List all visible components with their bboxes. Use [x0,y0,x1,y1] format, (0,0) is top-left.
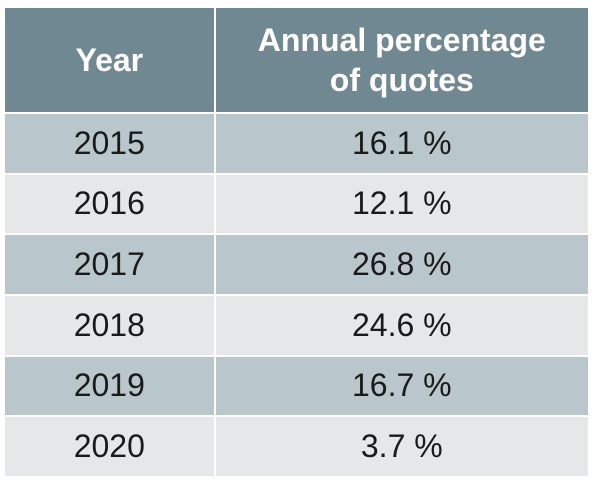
table-row: 2020 3.7 % [3,415,591,478]
table-row: 2016 12.1 % [3,172,591,236]
cell-year: 2017 [3,233,216,296]
cell-percentage: 24.6 % [213,293,591,357]
cell-year: 2015 [3,112,216,175]
cell-year: 2020 [3,415,216,478]
header-year: Year [3,6,216,114]
table-container: Year Annual percentage of quotes 2015 16… [3,6,591,478]
header-row: Year Annual percentage of quotes [3,6,591,114]
cell-percentage: 16.7 % [213,354,591,418]
header-percentage-line-1: Annual percentage [257,22,546,58]
table-row: 2019 16.7 % [3,354,591,418]
cell-year: 2018 [3,293,216,357]
cell-year: 2019 [3,354,216,418]
cell-percentage: 12.1 % [213,172,591,236]
cell-percentage: 3.7 % [213,415,591,478]
header-percentage: Annual percentage of quotes [213,6,591,114]
table-row: 2015 16.1 % [3,112,591,175]
cell-percentage: 26.8 % [213,233,591,296]
cell-percentage: 16.1 % [213,112,591,175]
table-row: 2017 26.8 % [3,233,591,296]
header-percentage-line-2: of quotes [329,62,474,98]
cell-year: 2016 [3,172,216,236]
header-year-label: Year [75,42,144,78]
data-table: Year Annual percentage of quotes 2015 16… [3,6,591,478]
table-row: 2018 24.6 % [3,293,591,357]
